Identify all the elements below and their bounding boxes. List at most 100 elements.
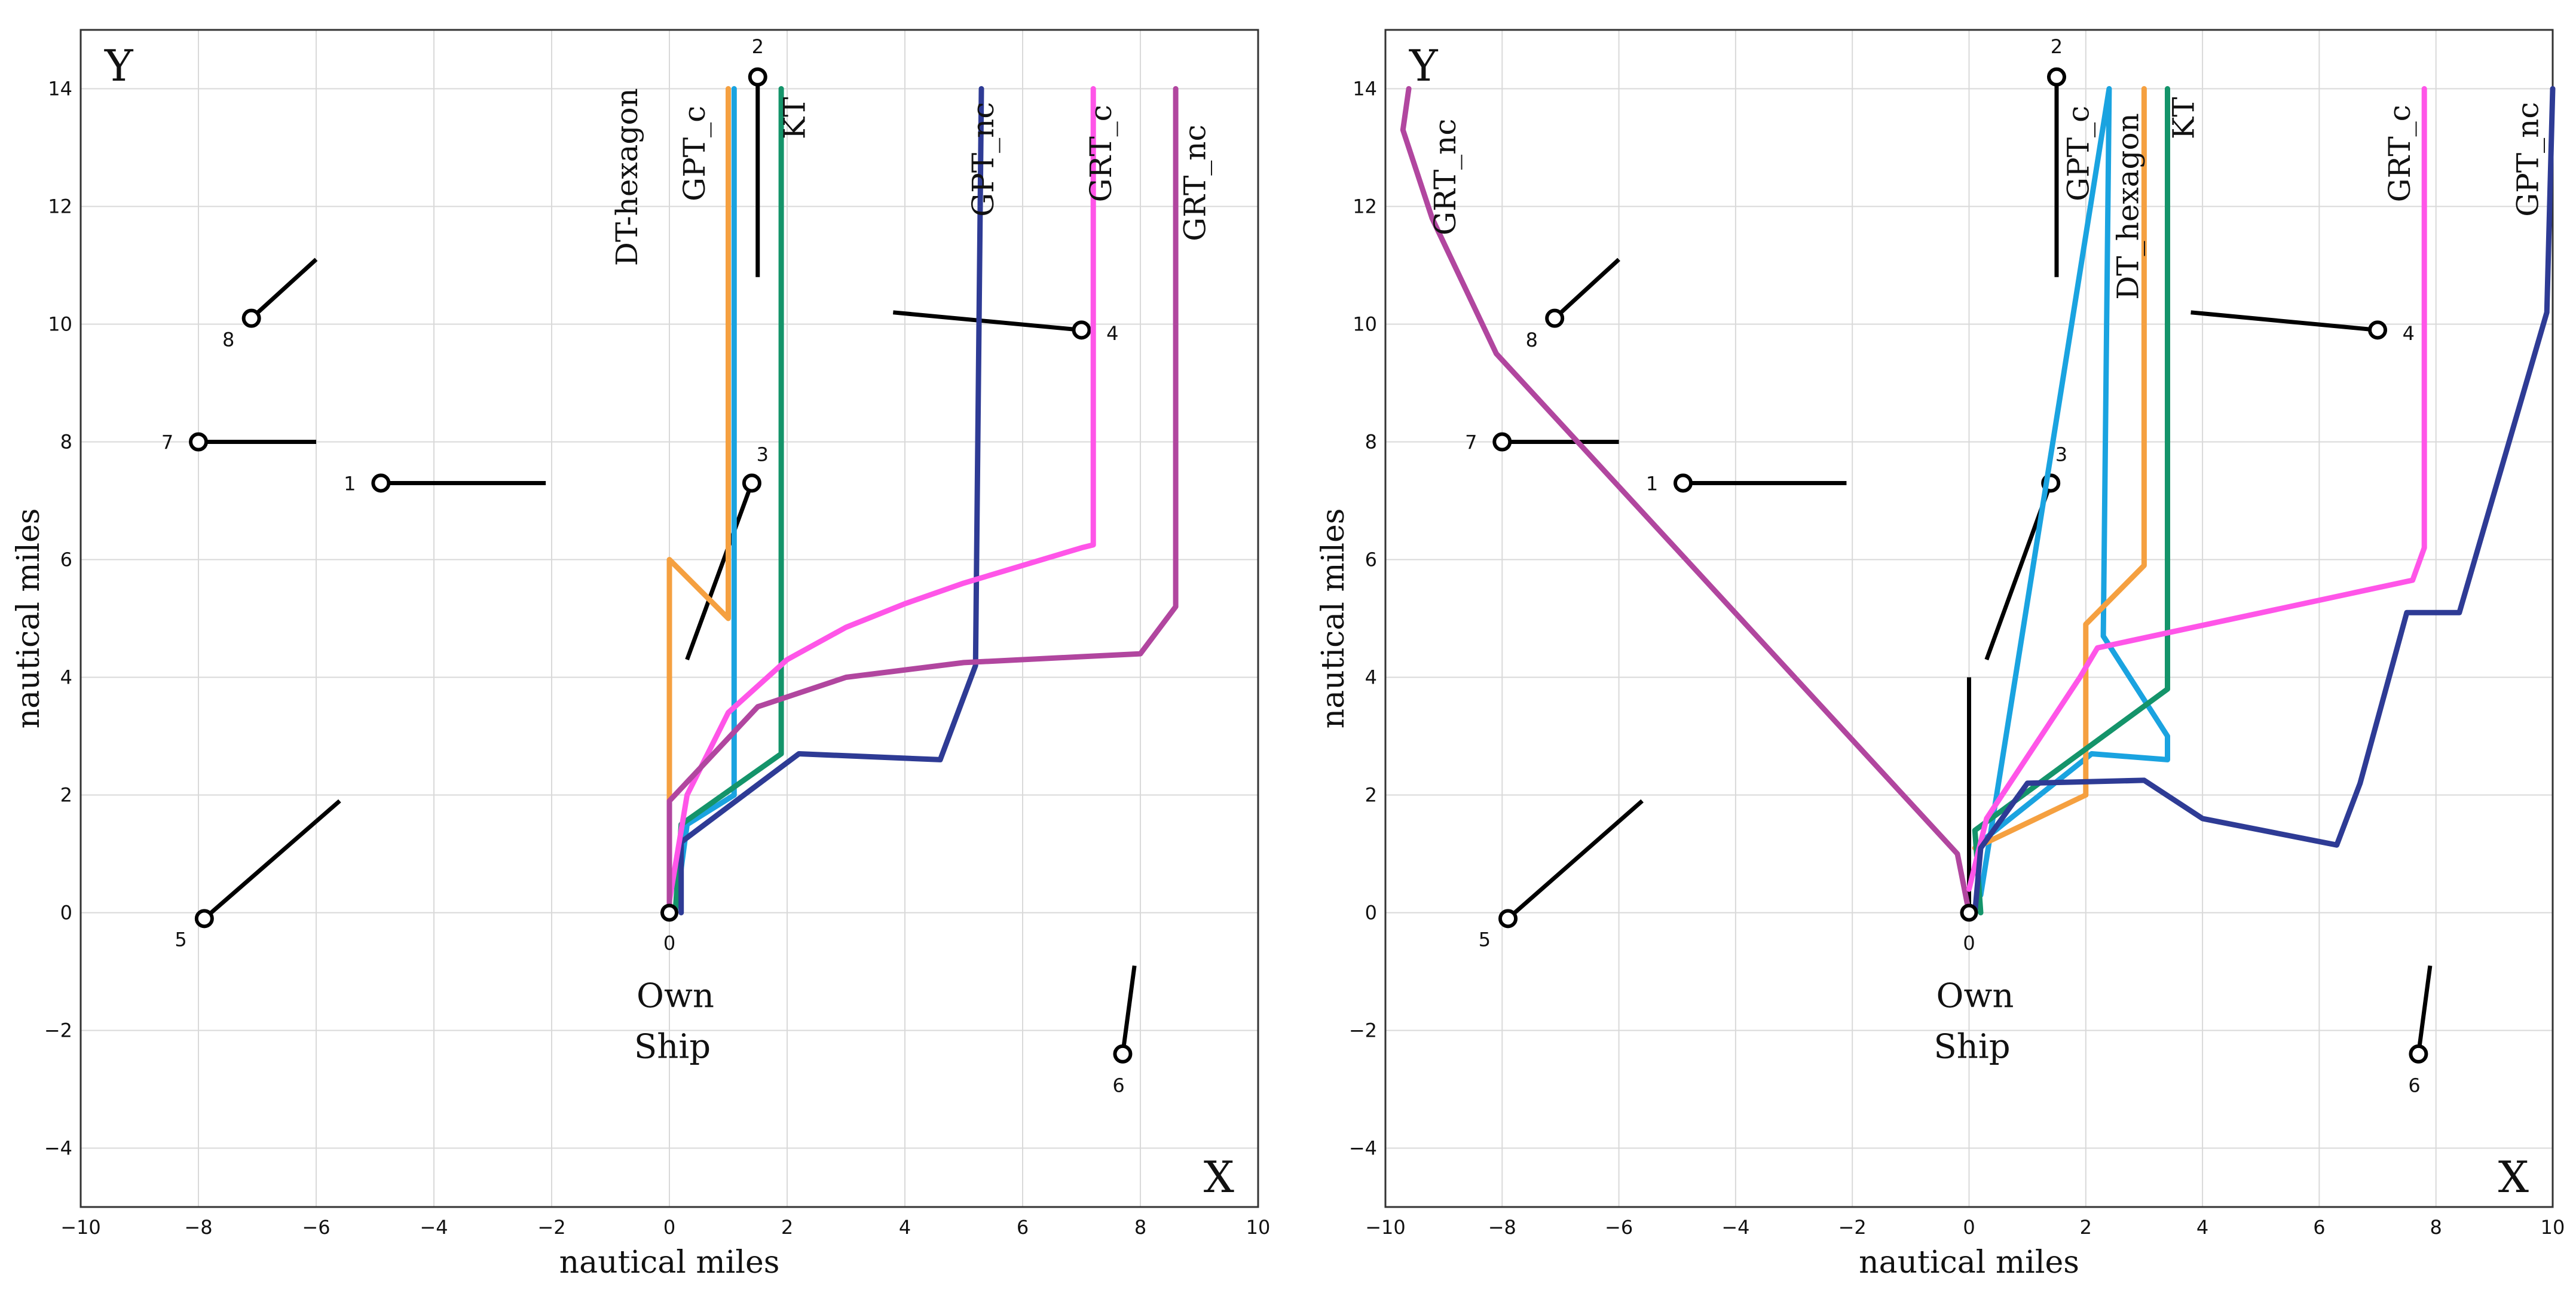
target-ship-heading-line <box>1120 965 1137 1055</box>
series-label: GPT_c <box>2061 106 2096 201</box>
y-tick-label: 14 <box>48 78 72 100</box>
chart-panel-1: −10 −8 −6 −4 −2 0 2 4 6 8 10−4−202468101214nautica… <box>11 29 1271 1280</box>
own-ship-label-line2: Ship <box>634 1028 711 1067</box>
series-label: GPT_nc <box>966 102 1001 217</box>
x-tick-label: 10 <box>2541 1216 2565 1239</box>
y-tick-label: 4 <box>60 666 72 689</box>
target-ship-number: 5 <box>1479 929 1491 951</box>
target-ship-marker <box>1545 308 1565 328</box>
target-ship-heading-line <box>250 258 318 320</box>
y-tick-label: −4 <box>1349 1137 1377 1160</box>
series-label: GPT_nc <box>2511 102 2546 217</box>
series-label: KT <box>2166 97 2201 139</box>
y-tick-label: 12 <box>48 195 72 218</box>
y-tick-label: 6 <box>1365 549 1377 571</box>
target-ship-heading-line <box>1506 799 1644 920</box>
series-label: KT <box>778 97 812 139</box>
series-label: GRT_nc <box>1428 119 1463 235</box>
series-line-grt-nc <box>666 86 1179 915</box>
series-label: GRT_c <box>2382 105 2417 202</box>
own-ship-number: 0 <box>663 932 675 955</box>
target-ship-marker <box>1113 1044 1133 1064</box>
target-ship-number: 7 <box>161 431 173 454</box>
y-corner-label: Y <box>104 41 134 91</box>
series-line-gpt-c <box>1978 86 2170 898</box>
y-tick-label: 2 <box>60 784 72 807</box>
target-ship-number: 1 <box>1646 472 1658 495</box>
target-ship-number: 2 <box>752 35 764 58</box>
series-line-grt-c <box>1966 86 2427 892</box>
target-ship-marker <box>1072 320 1091 340</box>
target-ship-heading-line <box>892 310 1082 332</box>
target-ship-number: 8 <box>1526 329 1538 351</box>
x-corner-label: X <box>2498 1152 2529 1202</box>
own-ship-number: 0 <box>1963 932 1975 955</box>
target-ship-heading-line <box>2190 310 2378 332</box>
y-tick-label: 0 <box>1365 902 1377 924</box>
plot-frame <box>1384 29 2554 1208</box>
target-ship-marker <box>2368 320 2388 340</box>
target-ship-number: 5 <box>175 928 186 951</box>
target-ship-marker <box>371 473 391 493</box>
target-ship-number: 6 <box>1112 1074 1124 1096</box>
x-tick-label: 4 <box>899 1216 911 1239</box>
chart-panel-2: −10 −8 −6 −4 −2 0 2 4 6 8 10−4−202468101214nautica… <box>1315 29 2565 1280</box>
series-line-kt <box>672 86 784 915</box>
x-tick-label: −10 <box>1365 1216 1406 1239</box>
target-ship-marker <box>1492 432 1512 452</box>
target-ship-heading-line <box>685 482 754 661</box>
series-label: DT_hexagon <box>2111 113 2146 300</box>
y-tick-label: −4 <box>44 1137 72 1160</box>
target-ship-number: 3 <box>2055 443 2067 466</box>
x-tick-label: 0 <box>1963 1216 1975 1239</box>
target-ship-marker <box>2409 1044 2428 1064</box>
target-ship-marker <box>194 909 214 929</box>
target-ship-marker <box>1674 473 1693 493</box>
series-line-gpt-nc <box>678 86 984 915</box>
y-tick-label: 10 <box>1353 313 1377 336</box>
series-label: GRT_c <box>1084 105 1118 202</box>
target-ship-marker <box>241 308 261 328</box>
own-ship-label-line2: Ship <box>1933 1028 2010 1067</box>
y-tick-label: −2 <box>1349 1019 1377 1042</box>
x-tick-label: −4 <box>420 1216 448 1239</box>
x-tick-label: 4 <box>2196 1216 2208 1239</box>
x-tick-label: 10 <box>1246 1216 1271 1239</box>
x-tick-label: −6 <box>302 1216 330 1239</box>
series-line-grt-c <box>666 86 1096 904</box>
x-tick-label: 8 <box>1134 1216 1146 1239</box>
x-tick-label: 2 <box>2080 1216 2092 1239</box>
target-ship-number: 1 <box>344 472 356 495</box>
y-tick-label: 10 <box>48 313 72 336</box>
series-label: DT-hexagon <box>610 88 644 266</box>
x-tick-label: −10 <box>60 1216 101 1239</box>
y-tick-label: 2 <box>1365 784 1377 807</box>
y-tick-label: 6 <box>60 549 72 571</box>
x-tick-label: 2 <box>781 1216 793 1239</box>
series-line-gpt-nc <box>1972 86 2556 915</box>
y-tick-label: −2 <box>44 1019 72 1042</box>
y-tick-label: 8 <box>60 431 72 454</box>
target-ship-number: 7 <box>1465 431 1477 454</box>
target-ship-heading-line <box>2416 965 2433 1055</box>
x-tick-label: 6 <box>1017 1216 1029 1239</box>
target-ship-number: 4 <box>2403 322 2415 345</box>
series-label: GPT_c <box>677 106 712 201</box>
target-ship-number: 4 <box>1106 322 1118 345</box>
series-line-dt-hexagon <box>1972 86 2147 851</box>
x-tick-label: 0 <box>663 1216 675 1239</box>
target-ship-marker <box>748 67 767 87</box>
series-label: GRT_nc <box>1177 124 1212 241</box>
x-corner-label: X <box>1204 1152 1234 1202</box>
x-axis-label: nautical miles <box>1859 1245 2079 1280</box>
x-tick-label: −6 <box>1605 1216 1633 1239</box>
target-ship-marker <box>742 473 761 493</box>
own-ship-label-line1: Own <box>1936 977 2014 1016</box>
x-axis-label: nautical miles <box>559 1245 780 1280</box>
x-tick-label: −4 <box>1721 1216 1749 1239</box>
target-ship-number: 3 <box>757 443 769 466</box>
target-ship-number: 2 <box>2051 35 2063 58</box>
target-ship-marker <box>189 432 208 452</box>
x-tick-label: −2 <box>1838 1216 1867 1239</box>
